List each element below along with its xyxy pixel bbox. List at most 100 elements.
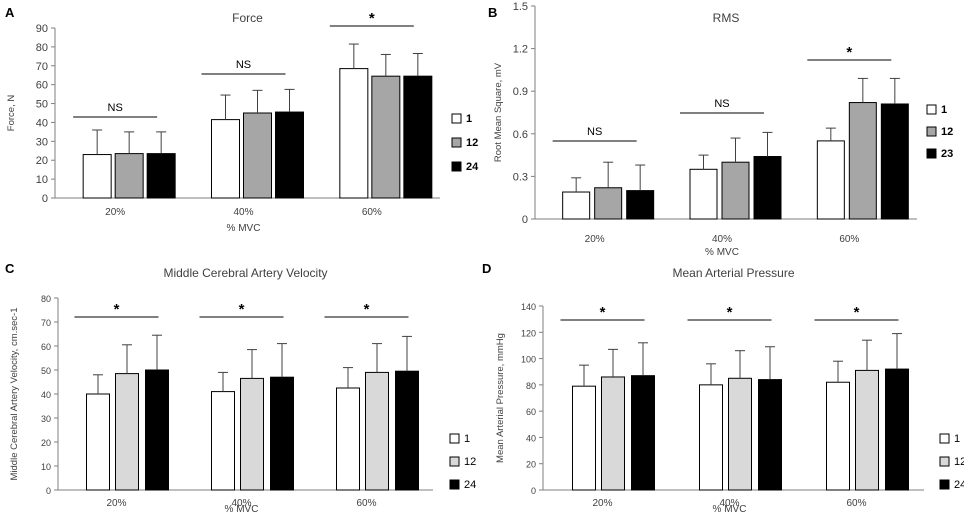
y-tick-label: 1.2 xyxy=(513,44,528,56)
bar-1 xyxy=(816,140,845,220)
y-tick-label: 90 xyxy=(36,23,48,35)
significance-label: NS xyxy=(587,126,602,138)
bar-24 xyxy=(885,368,909,491)
x-tick-label: 60% xyxy=(356,498,376,509)
y-tick-label: 50 xyxy=(41,366,51,376)
bar-12 xyxy=(371,75,401,199)
y-tick-label: 10 xyxy=(41,462,51,472)
bar-12 xyxy=(114,153,144,199)
y-tick-label: 30 xyxy=(36,136,48,148)
bar-1 xyxy=(82,154,112,199)
x-axis-label: % MVC xyxy=(225,504,259,515)
y-tick-label: 70 xyxy=(41,318,51,328)
panel-letter: D xyxy=(482,261,491,276)
y-tick-label: 10 xyxy=(36,174,48,186)
chart-title: Force xyxy=(232,11,263,25)
bar-12 xyxy=(728,377,752,491)
x-axis-label: % MVC xyxy=(713,504,747,515)
x-tick-label: 60% xyxy=(839,234,859,245)
bar-12 xyxy=(115,373,139,491)
significance-label: * xyxy=(854,304,860,321)
y-tick-label: 1.5 xyxy=(513,1,528,13)
legend-swatch-12 xyxy=(449,456,460,467)
bar-12 xyxy=(365,371,389,491)
bar-12 xyxy=(594,187,623,220)
legend-swatch-24 xyxy=(451,161,462,172)
y-tick-label: 60 xyxy=(36,80,48,92)
significance-label: * xyxy=(600,304,606,321)
bar-1 xyxy=(699,384,723,491)
legend-label-12: 12 xyxy=(466,137,478,149)
legend-label-24: 24 xyxy=(954,479,964,491)
y-tick-label: 40 xyxy=(41,390,51,400)
chart-title: Middle Cerebral Artery Velocity xyxy=(163,266,327,280)
y-axis-label: Mean Arterial Pressure, mmHg xyxy=(495,333,506,463)
y-tick-label: 0.3 xyxy=(513,171,528,183)
bar-1 xyxy=(211,391,235,491)
panel-c: C Middle Cerebral Artery Velocity 0 10 20 30 4… xyxy=(5,261,476,515)
bar-1 xyxy=(211,119,240,199)
y-tick-label: 30 xyxy=(41,414,51,424)
y-tick-label: 0.6 xyxy=(513,129,528,141)
panel-a: A Force 0 10 20 30 40 50 60 70 80 90 Force, N % MVC 20… xyxy=(5,5,479,234)
legend-swatch-24 xyxy=(939,479,950,490)
bar-24 xyxy=(395,370,419,491)
legend-label-12: 12 xyxy=(464,456,476,468)
y-axis-label: Force, N xyxy=(6,95,17,132)
y-tick-label: 60 xyxy=(526,407,536,417)
y-tick-label: 50 xyxy=(36,99,48,111)
x-tick-label: 20% xyxy=(105,207,125,218)
x-tick-label: 40% xyxy=(231,498,251,509)
significance-label: * xyxy=(727,304,733,321)
chart-title: Mean Arterial Pressure xyxy=(672,266,794,280)
significance-label: * xyxy=(846,44,852,61)
legend-swatch-12 xyxy=(939,456,950,467)
x-tick-label: 40% xyxy=(712,234,732,245)
bar-12 xyxy=(240,377,264,491)
legend-swatch-12 xyxy=(451,137,462,148)
bar-1 xyxy=(339,68,369,199)
bar-24 xyxy=(403,75,433,199)
bar-24 xyxy=(145,369,169,491)
panel-letter: B xyxy=(488,5,497,20)
bar-24 xyxy=(275,111,304,199)
y-tick-label: 80 xyxy=(36,42,48,54)
y-tick-label: 20 xyxy=(526,460,536,470)
bar-12 xyxy=(601,376,625,491)
bar-12 xyxy=(855,369,879,491)
y-tick-label: 0 xyxy=(42,193,48,205)
legend-label-1: 1 xyxy=(941,104,947,116)
bar-1 xyxy=(336,387,360,491)
bar-24 xyxy=(631,375,655,491)
legend-swatch-12 xyxy=(926,126,937,137)
legend-swatch-1 xyxy=(939,433,950,444)
bar-1 xyxy=(572,385,596,491)
panel-letter: A xyxy=(5,5,15,20)
panel-b: B RMS 0 0.3 0.6 0.9 1.2 1.5 Root Mean Square, mV… xyxy=(488,1,953,258)
y-tick-label: 60 xyxy=(41,342,51,352)
significance-label: NS xyxy=(108,102,123,114)
y-tick-label: 70 xyxy=(36,61,48,73)
legend-swatch-24 xyxy=(449,479,460,490)
y-tick-label: 0 xyxy=(522,214,528,226)
x-tick-label: 20% xyxy=(106,498,126,509)
y-tick-label: 40 xyxy=(526,433,536,443)
significance-label: * xyxy=(239,301,245,318)
bar-12 xyxy=(721,161,750,220)
bar-12 xyxy=(848,102,877,220)
bar-12 xyxy=(243,112,272,199)
significance-label: NS xyxy=(714,98,729,110)
x-tick-label: 60% xyxy=(846,498,866,509)
y-tick-label: 0 xyxy=(531,486,536,496)
y-tick-label: 20 xyxy=(36,155,48,167)
legend-label-23: 23 xyxy=(941,148,953,160)
legend-swatch-1 xyxy=(926,104,937,115)
y-tick-label: 80 xyxy=(526,381,536,391)
legend-label-24: 24 xyxy=(466,161,479,173)
legend-swatch-1 xyxy=(449,433,460,444)
x-axis-label: % MVC xyxy=(227,223,261,234)
legend-label-1: 1 xyxy=(464,433,470,445)
significance-label: NS xyxy=(236,59,251,71)
legend-label-24: 24 xyxy=(464,479,476,491)
legend-swatch-23 xyxy=(926,148,937,159)
